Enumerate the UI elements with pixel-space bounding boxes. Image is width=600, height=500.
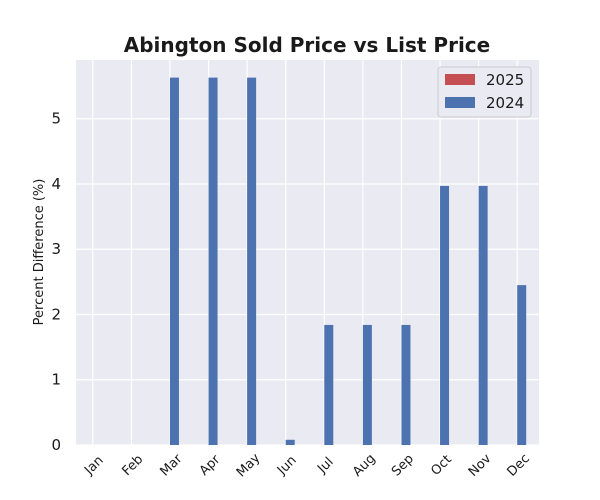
legend-label-2025: 2025 bbox=[486, 71, 524, 89]
bar-2024-aug bbox=[362, 324, 372, 445]
y-tick-label: 2 bbox=[51, 305, 61, 323]
y-tick-label: 4 bbox=[51, 175, 61, 193]
x-tick-labels: Jan Feb Mar Apr May Jun Jul Aug Sep Oct Nov Dec bbox=[81, 451, 533, 481]
x-tick-label: Feb bbox=[119, 452, 146, 479]
legend: 2025 2024 bbox=[437, 66, 532, 118]
x-tick-label: Aug bbox=[350, 451, 379, 480]
y-tick-label: 1 bbox=[51, 371, 61, 389]
y-tick-label: 0 bbox=[51, 436, 61, 454]
x-tick-label: Jan bbox=[81, 453, 106, 478]
bar-2024-may bbox=[247, 77, 257, 445]
y-tick-label: 3 bbox=[51, 240, 61, 258]
y-tick-labels: 0 1 2 3 4 5 bbox=[51, 110, 61, 454]
legend-swatch-2025 bbox=[445, 74, 475, 85]
bar-2024-dec bbox=[517, 285, 527, 445]
bar-2024-mar bbox=[169, 77, 179, 445]
x-tick-label: May bbox=[234, 451, 264, 481]
x-tick-label: Jul bbox=[314, 455, 336, 477]
x-tick-label: Apr bbox=[197, 452, 224, 479]
bar-2024-jul bbox=[324, 324, 334, 445]
x-tick-label: Dec bbox=[505, 451, 533, 479]
chart-title: Abington Sold Price vs List Price bbox=[124, 33, 490, 57]
x-tick-label: Nov bbox=[466, 451, 495, 480]
y-axis-label: Percent Difference (%) bbox=[32, 179, 47, 326]
x-tick-label: Mar bbox=[158, 451, 186, 479]
legend-label-2024: 2024 bbox=[486, 94, 524, 112]
bar-2024-apr bbox=[208, 77, 218, 445]
bar-2024-oct bbox=[440, 185, 450, 445]
y-tick-label: 5 bbox=[51, 110, 61, 128]
grid-lines bbox=[76, 60, 539, 446]
bar-2024-sep bbox=[401, 324, 411, 445]
x-tick-label: Jun bbox=[274, 453, 300, 479]
x-tick-label: Oct bbox=[428, 452, 455, 479]
x-tick-label: Sep bbox=[389, 452, 417, 480]
legend-swatch-2024 bbox=[445, 97, 475, 108]
bar-2024-nov bbox=[478, 185, 488, 445]
bars bbox=[169, 77, 527, 445]
bar-2024-jun bbox=[285, 439, 295, 445]
plot-background bbox=[76, 60, 539, 445]
